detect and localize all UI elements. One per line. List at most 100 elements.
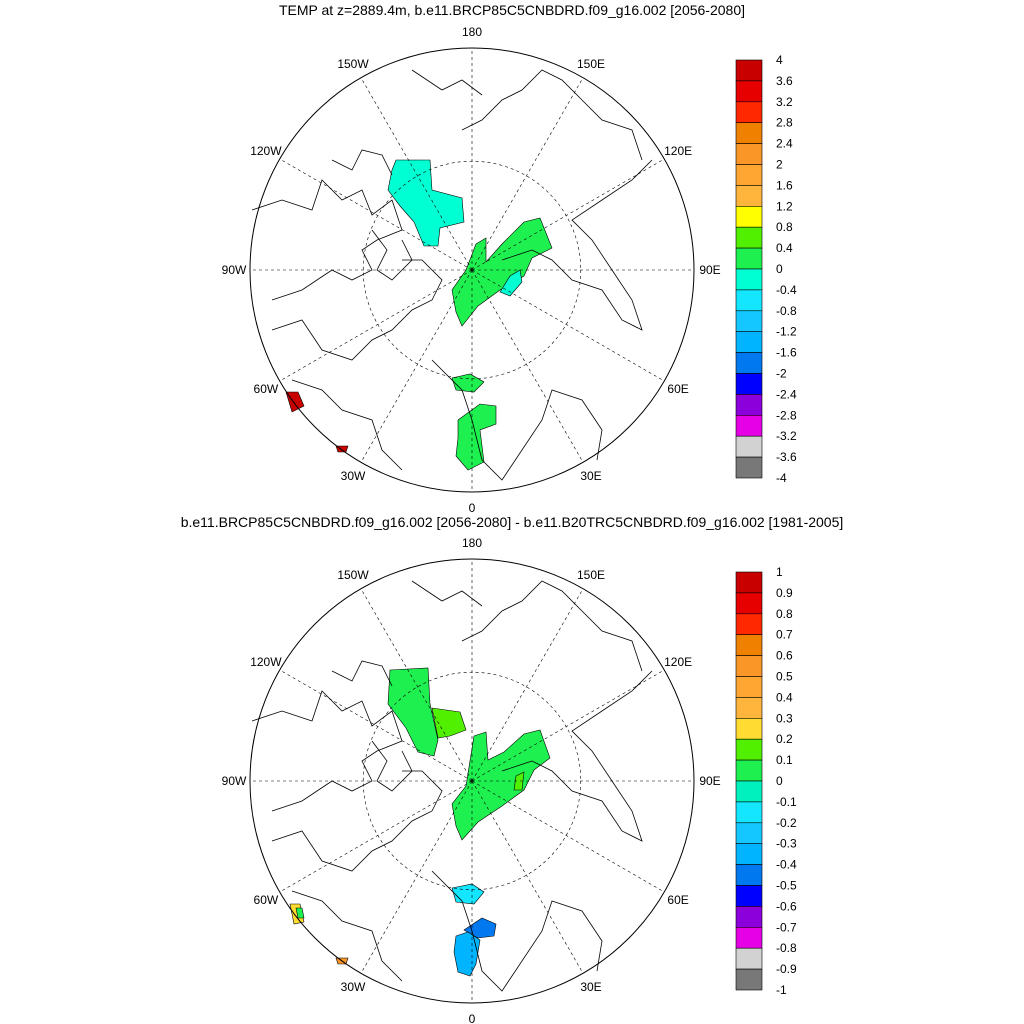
meridian-line	[471, 669, 665, 782]
colorbar-label: 0.4	[776, 690, 793, 704]
longitude-label: 30W	[341, 469, 366, 483]
colorbar-swatch	[735, 968, 763, 991]
longitude-label: 90W	[222, 774, 247, 788]
longitude-label: 60E	[667, 893, 688, 907]
colorbar-swatch	[735, 247, 763, 270]
coastline-2	[291, 890, 403, 982]
colorbar-swatch	[735, 822, 763, 844]
colorbar-label: 0	[776, 774, 783, 788]
colorbar-swatch	[735, 226, 763, 249]
colorbar-swatch	[735, 268, 763, 291]
colorbar-label: 0.5	[776, 670, 793, 684]
colorbar-swatch	[735, 885, 763, 907]
colorbar-swatch	[735, 414, 763, 437]
colorbar-swatch	[735, 185, 763, 207]
colorbar-swatch	[735, 843, 763, 865]
colorbar-label: 2	[776, 158, 783, 172]
meridian-line	[360, 77, 473, 271]
longitude-label: 150W	[337, 568, 369, 582]
colorbar-label: -0.4	[776, 283, 797, 297]
colorbar-swatch	[735, 592, 763, 615]
colorbar-label: -0.5	[776, 879, 797, 893]
coastline-4	[501, 159, 653, 331]
colorbar-swatch	[735, 926, 763, 949]
green-patch-west	[295, 907, 305, 919]
colorbar-swatch	[735, 59, 763, 82]
coastline-7	[371, 229, 413, 281]
colorbar-label: -0.9	[776, 962, 797, 976]
meridian-line	[471, 780, 665, 893]
colorbar-swatch	[735, 906, 763, 928]
meridian-line	[471, 269, 665, 382]
meridian-line	[471, 158, 665, 271]
colorbar-label: -0.6	[776, 899, 797, 913]
coastline-4	[501, 670, 653, 842]
longitude-label: 30W	[341, 980, 366, 994]
longitude-label: 120E	[664, 655, 692, 669]
colorbar-label: 3.6	[776, 74, 793, 88]
colorbar-label: 3.2	[776, 95, 793, 109]
longitude-label: 180	[462, 536, 482, 550]
colorbar-swatch	[735, 80, 763, 103]
meridian-line	[471, 269, 584, 463]
meridian-line	[279, 780, 473, 893]
map-boundary	[249, 558, 695, 1004]
coastline-8	[331, 660, 393, 687]
longitude-label: 150E	[577, 568, 605, 582]
colorbar-swatch	[735, 435, 763, 458]
colorbar-label: 0.2	[776, 732, 793, 746]
colorbar-label: 1	[776, 565, 783, 579]
colorbar-swatch	[735, 143, 763, 165]
meridian-line	[279, 158, 473, 271]
longitude-label: 30E	[580, 469, 601, 483]
colorbar-swatch	[735, 310, 763, 332]
colorbar-swatch	[735, 101, 763, 124]
meridian-line	[279, 669, 473, 782]
coastline-3	[431, 870, 603, 992]
longitude-label: 30E	[580, 980, 601, 994]
meridian-line	[279, 269, 473, 382]
colorbar-label: -0.8	[776, 941, 797, 955]
colorbar-swatch	[735, 801, 763, 824]
longitude-label: 60W	[254, 382, 279, 396]
colorbar-label: -0.7	[776, 920, 797, 934]
longitude-label: 120W	[250, 655, 282, 669]
colorbar-swatch	[735, 634, 763, 656]
meridian-line	[360, 269, 473, 463]
coastline-0	[251, 690, 403, 812]
colorbar-label: -0.8	[776, 304, 797, 318]
green-patch-small	[451, 373, 485, 393]
colorbar-swatch	[735, 331, 763, 353]
colorbar-swatch	[735, 373, 763, 395]
colorbar-label: -0.3	[776, 837, 797, 851]
colorbar-swatch	[735, 289, 763, 312]
top-map-title: TEMP at z=2889.4m, b.e11.BRCP85C5CNBDRD.…	[278, 2, 746, 18]
meridian-line	[471, 780, 584, 974]
longitude-label: 90E	[699, 774, 720, 788]
coastline-6	[411, 69, 483, 96]
coastline-3	[431, 359, 603, 481]
longitude-label: 60E	[667, 382, 688, 396]
colorbar-swatch	[735, 456, 763, 479]
colorbar-swatch	[735, 352, 763, 374]
longitude-label: 180	[462, 25, 482, 39]
coastline-2	[291, 379, 403, 471]
coastline-0	[251, 179, 403, 301]
colorbar-label: 0.9	[776, 586, 793, 600]
cyan-patch-north	[387, 159, 465, 247]
colorbar-swatch	[735, 738, 763, 761]
skyblue-patch-south	[453, 931, 481, 977]
colorbar-label: -2	[776, 367, 787, 381]
coastline-6	[411, 580, 483, 607]
coastline-1	[271, 770, 443, 872]
coastline-5	[461, 580, 643, 672]
colorbar-swatch	[735, 394, 763, 416]
colorbar-swatch	[735, 780, 763, 803]
bottom-map-panel: b.e11.BRCP85C5CNBDRD.f09_g16.002 [2056-2…	[0, 512, 1024, 1024]
green-patch-center	[451, 217, 553, 327]
colorbar-swatch	[735, 947, 763, 970]
coastline-5	[461, 69, 643, 161]
colorbar-label: 4	[776, 53, 783, 67]
lime-patch-north	[431, 707, 467, 739]
green-patch-center	[451, 729, 551, 841]
